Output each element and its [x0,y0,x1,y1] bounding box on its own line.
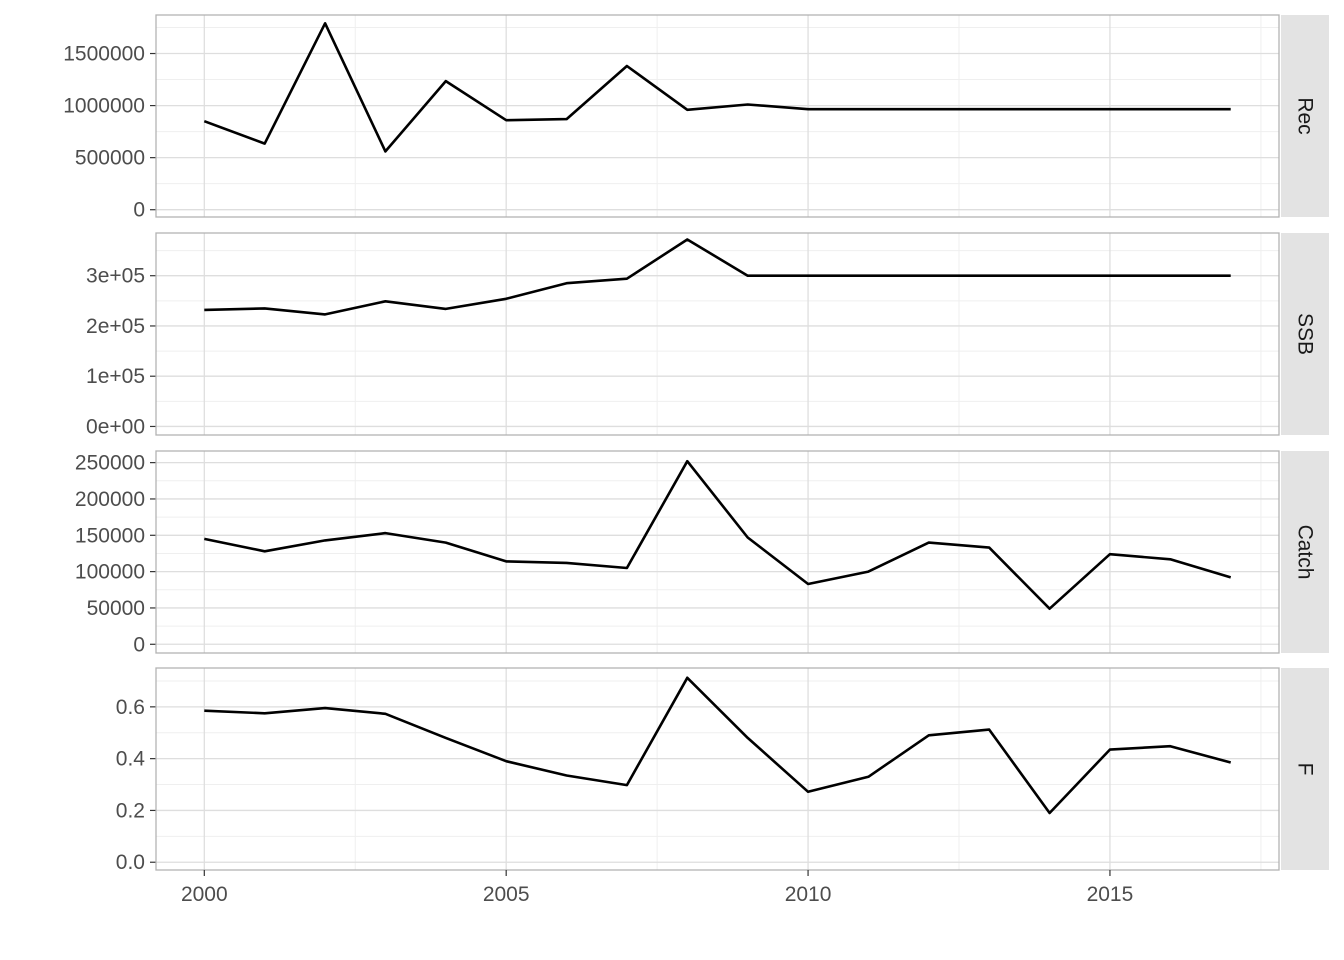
facet-strip [1281,233,1329,435]
x-tick-label: 2010 [785,883,832,906]
y-tick-label: 3e+05 [86,265,145,288]
y-tick-label: 0 [133,199,145,222]
series-line-catch [204,459,1232,611]
y-tick-label: 500000 [75,147,145,170]
y-tick-label: 1000000 [63,95,145,118]
facet-f: 0.0 0.2 0.4 0.6 F [116,667,1329,874]
y-tick-label: 200000 [75,488,145,511]
series-line-ssb [204,238,1231,316]
y-tick-label: 2e+05 [86,315,145,338]
facet-ssb: 0e+00 1e+05 2e+05 3e+05 SSB [86,232,1329,438]
series-line-rec [203,21,1231,153]
x-tick-label: 2005 [483,883,530,906]
x-axis: 2000 2005 2010 2015 [181,870,1133,906]
x-tick-label: 2000 [181,883,228,906]
facet-strip [1281,15,1329,217]
y-tick-label: 0e+00 [86,415,145,438]
panel-border [155,667,1280,871]
y-tick-label: 0.6 [116,696,145,719]
y-tick-label: 100000 [75,561,145,584]
y-tick-label: 1e+05 [86,365,145,388]
facet-strip [1281,451,1329,653]
y-tick-label: 0.4 [116,748,146,771]
panel-border [155,14,1280,218]
y-tick-label: 1500000 [63,43,145,66]
y-tick-label: 0.0 [116,851,145,874]
facet-catch: 0 50000 100000 150000 200000 250000 Catch [75,450,1329,656]
series-line-f [204,676,1232,815]
facet-strip-label: Catch [1294,525,1317,580]
facet-panels: 050000010000001500000Rec0e+001e+052e+053… [63,14,1329,874]
facet-strip [1281,668,1329,870]
y-tick-label: 0 [133,633,145,656]
y-tick-label: 150000 [75,524,145,547]
panel-border [155,450,1280,654]
facet-rec: 0 500000 1000000 1500000 Rec [63,14,1329,222]
facet-strip-label: Rec [1294,97,1317,134]
x-tick-label: 2015 [1087,883,1134,906]
panel-border [155,232,1280,436]
y-tick-label: 250000 [75,452,145,475]
y-tick-label: 0.2 [116,799,145,822]
facet-strip-label: SSB [1294,313,1317,355]
facet-strip-label: F [1294,763,1317,776]
y-tick-label: 50000 [87,597,145,620]
panel-background [156,451,1279,653]
